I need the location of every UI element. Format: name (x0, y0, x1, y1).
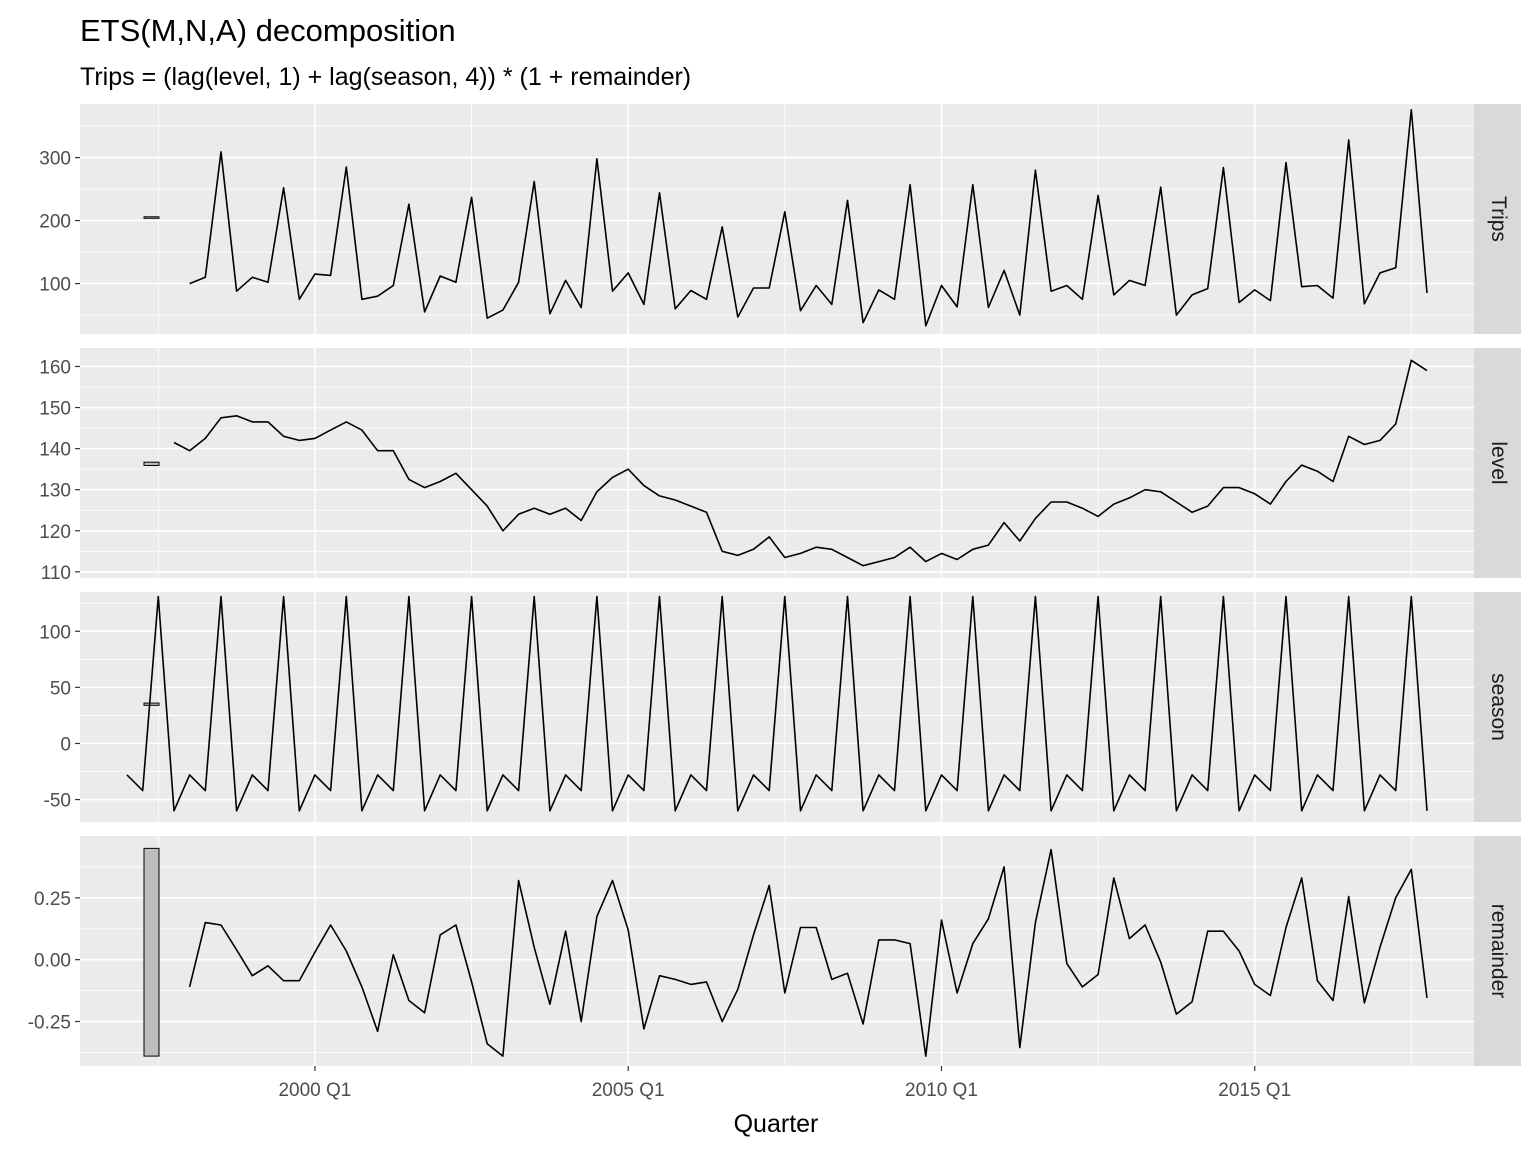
y-tick-label: 100 (39, 275, 71, 296)
facet-strip (1474, 104, 1521, 334)
y-tick-label: 200 (39, 212, 71, 233)
y-tick-label: 150 (39, 399, 71, 420)
facet-strip-label: Trips (1487, 196, 1510, 242)
y-tick-label: 0 (60, 734, 71, 755)
x-axis-title: Quarter (734, 1110, 819, 1138)
chart-title: ETS(M,N,A) decomposition (80, 13, 456, 48)
panel-background (80, 104, 1474, 334)
y-tick-label: 130 (39, 481, 71, 502)
x-tick-label: 2005 Q1 (592, 1080, 665, 1101)
y-tick-label: 120 (39, 522, 71, 543)
panel-level: 110 120 130 140 150 160 level (39, 348, 1521, 584)
series-line-season (126, 595, 1428, 812)
x-axis: 2000 Q1 2005 Q1 2010 Q1 2015 Q1 (278, 1066, 1291, 1101)
y-tick-label: -50 (44, 791, 71, 812)
y-tick-label: 0.25 (34, 889, 71, 910)
chart-subtitle: Trips = (lag(level, 1) + lag(season, 4))… (80, 63, 691, 91)
facet-strip-label: level (1487, 441, 1510, 484)
panel-Trips: 100 200 300 Trips (39, 104, 1521, 334)
scale-bar (143, 216, 160, 219)
y-tick-label: 160 (39, 357, 71, 378)
y-tick-label: 110 (41, 563, 71, 584)
panel-remainder: -0.25 0.00 0.25 remainder (28, 836, 1521, 1066)
panel-background (80, 592, 1474, 822)
facet-strip-label: season (1487, 673, 1510, 741)
x-tick-label: 2010 Q1 (905, 1080, 978, 1101)
series-line-Trips (189, 108, 1428, 327)
y-tick-label: 0.00 (34, 951, 71, 972)
panel-season: -50 0 50 100 season (39, 592, 1521, 822)
facet-panels: 100 200 300 Trips 110 120 130 140 150 160 level -50… (28, 104, 1521, 1066)
panel-background (80, 836, 1474, 1066)
series-line-level (173, 359, 1428, 567)
y-tick-label: -0.25 (28, 1012, 71, 1033)
facet-strip (1474, 348, 1521, 578)
scale-bar (143, 461, 160, 466)
y-tick-label: 140 (39, 440, 71, 461)
facet-strip-label: remainder (1487, 904, 1510, 999)
panel-background (80, 348, 1474, 578)
x-tick-label: 2000 Q1 (278, 1080, 351, 1101)
facet-strip (1474, 836, 1521, 1066)
scale-bar (143, 847, 160, 1057)
y-tick-label: 50 (50, 678, 71, 699)
scale-bar (143, 702, 160, 706)
y-tick-label: 300 (39, 149, 71, 170)
series-line-remainder (188, 848, 1428, 1057)
facet-strip (1474, 592, 1521, 822)
x-tick-label: 2015 Q1 (1218, 1080, 1291, 1101)
y-tick-label: 100 (39, 622, 71, 643)
